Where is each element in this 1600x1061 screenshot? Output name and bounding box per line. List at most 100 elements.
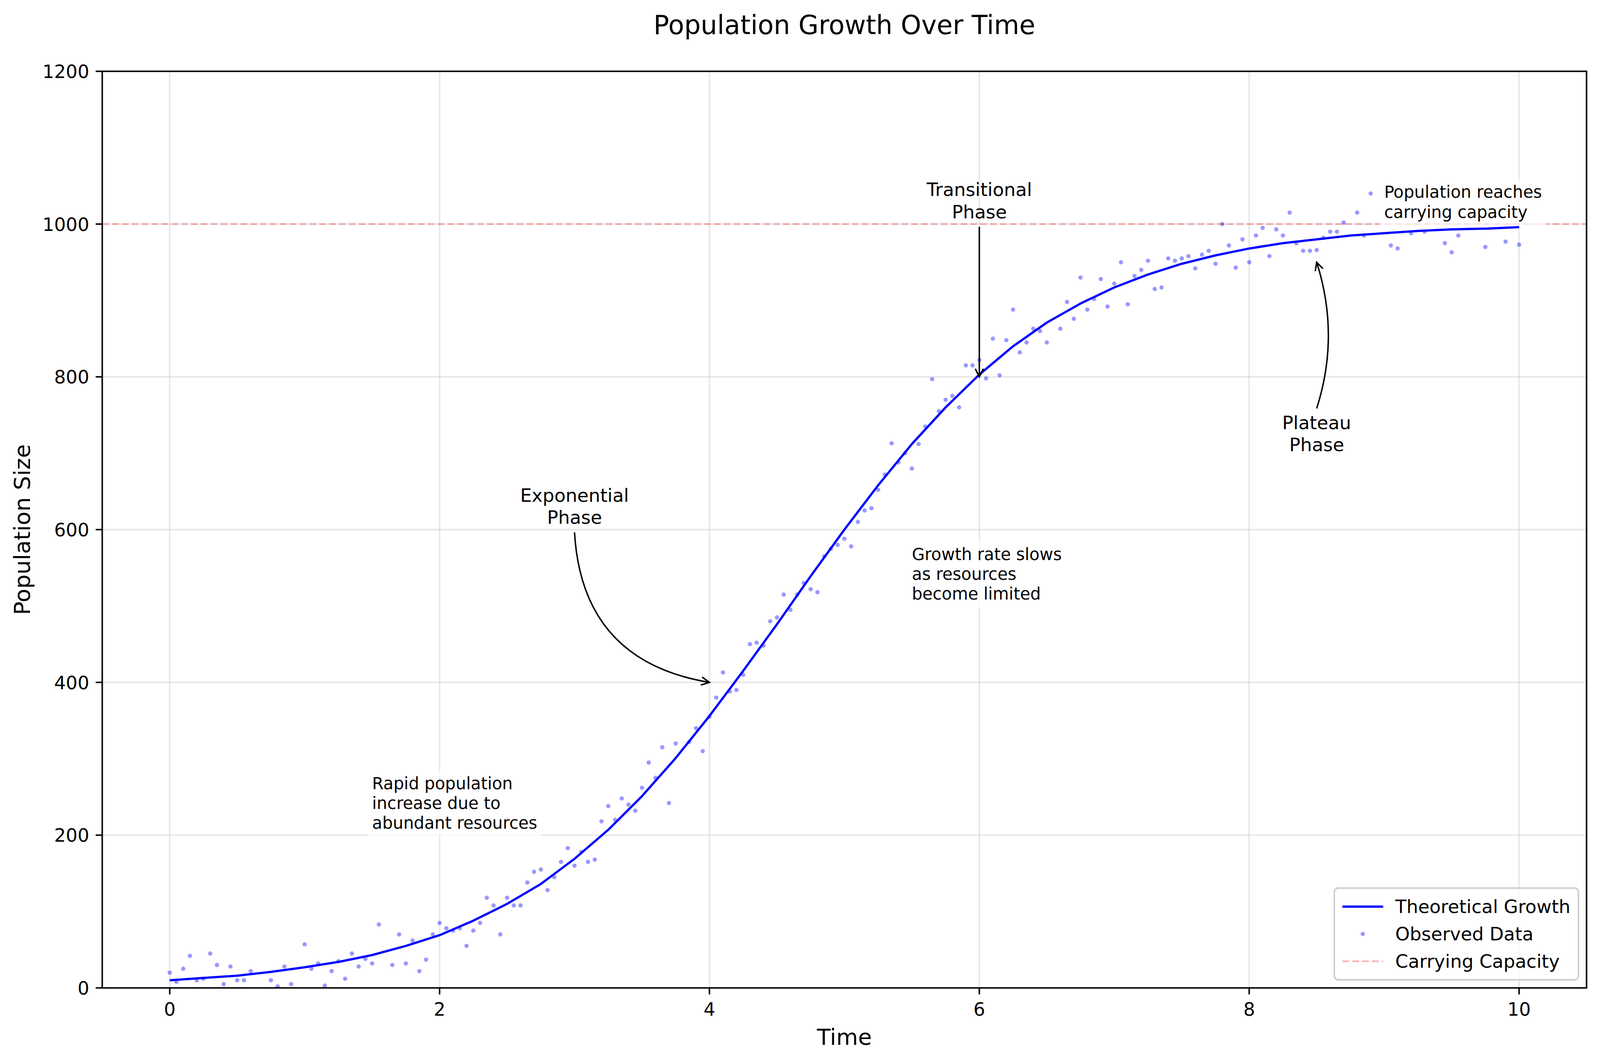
point	[693, 726, 699, 731]
point	[1112, 281, 1117, 287]
text-line: become limited	[911, 584, 1041, 604]
tick-x	[169, 987, 171, 995]
point	[1355, 210, 1360, 215]
point	[518, 903, 523, 908]
point	[1456, 233, 1461, 238]
point	[1091, 296, 1097, 302]
point	[558, 859, 564, 865]
point	[1307, 248, 1313, 253]
point	[1517, 242, 1522, 248]
point	[343, 976, 348, 982]
tick-label-y: 200	[54, 824, 90, 847]
text-line: Phase	[547, 506, 602, 529]
tick-y	[95, 70, 103, 72]
point	[848, 544, 854, 549]
point	[504, 895, 510, 900]
point	[1125, 302, 1131, 307]
annotation-text: PlateauPhase	[1282, 412, 1352, 456]
annotation-text: ExponentialPhase	[520, 484, 629, 529]
grid-line-y	[102, 681, 1587, 683]
point	[1179, 256, 1184, 261]
point	[821, 554, 827, 559]
tick-label-x: 0	[163, 998, 176, 1021]
tick-y	[95, 986, 103, 989]
point	[936, 408, 942, 414]
plot-frame	[102, 71, 1587, 988]
point	[713, 695, 719, 700]
point	[943, 397, 948, 403]
point	[950, 393, 955, 399]
text-line: abundant resources	[372, 813, 538, 833]
point	[686, 739, 692, 745]
point	[747, 642, 753, 647]
point	[882, 472, 887, 478]
point	[356, 964, 361, 970]
point	[471, 928, 476, 933]
point	[619, 796, 625, 801]
tick-x	[1518, 987, 1520, 995]
point	[390, 962, 395, 968]
text-line: Phase	[1289, 434, 1344, 456]
point	[1341, 220, 1347, 225]
legend-line	[1342, 905, 1384, 908]
tick-label-x: 8	[1243, 998, 1256, 1021]
plot-data	[102, 191, 1587, 988]
point	[1233, 265, 1239, 270]
annotation-text: TransitionalPhase	[926, 178, 1033, 223]
point	[1280, 233, 1286, 238]
point	[181, 966, 186, 972]
point	[478, 920, 483, 926]
point	[1193, 266, 1198, 271]
point	[1152, 286, 1157, 292]
point	[167, 970, 173, 975]
annotation-arrow	[978, 226, 980, 378]
point	[1253, 233, 1259, 238]
point	[457, 926, 463, 931]
point	[552, 874, 557, 880]
y-axis-label: Population Size	[9, 443, 36, 615]
point	[909, 466, 915, 471]
annotation-text: Population reachescarrying capacity	[1384, 182, 1543, 222]
point	[1010, 307, 1016, 313]
annotation-box	[367, 770, 542, 837]
point	[639, 785, 645, 791]
point	[808, 586, 814, 592]
annotation-note: Growth rate slowsas resourcesbecome limi…	[907, 541, 1066, 608]
point	[956, 405, 962, 410]
point	[545, 887, 550, 893]
point	[653, 775, 658, 781]
point	[768, 619, 773, 624]
point	[720, 670, 726, 675]
point	[228, 964, 233, 970]
point	[1044, 340, 1050, 345]
tick-label-y: 1000	[42, 213, 90, 236]
point	[208, 951, 213, 957]
text-line: increase due to	[372, 793, 501, 814]
point	[795, 592, 800, 597]
point	[1314, 247, 1319, 253]
point	[1483, 244, 1488, 250]
annotation-arrow	[1316, 262, 1329, 409]
point	[896, 460, 901, 465]
point	[498, 932, 503, 937]
point	[1321, 235, 1326, 241]
point	[855, 519, 861, 525]
point	[369, 961, 375, 966]
point	[599, 819, 605, 824]
point	[1422, 229, 1427, 235]
point	[754, 640, 760, 645]
point	[997, 373, 1002, 378]
text-line: carrying capacity	[1384, 202, 1528, 222]
point	[174, 979, 179, 985]
point	[842, 536, 847, 542]
point	[565, 845, 570, 851]
page: {"chart_data": { "type": "line", "title"…	[0, 0, 1600, 1061]
point	[1017, 350, 1022, 355]
tick-label-x: 10	[1507, 998, 1531, 1021]
tick-x	[978, 987, 980, 995]
point	[329, 969, 335, 974]
point	[1361, 233, 1367, 238]
point	[774, 615, 780, 620]
grid	[102, 71, 1587, 988]
point	[646, 760, 652, 766]
